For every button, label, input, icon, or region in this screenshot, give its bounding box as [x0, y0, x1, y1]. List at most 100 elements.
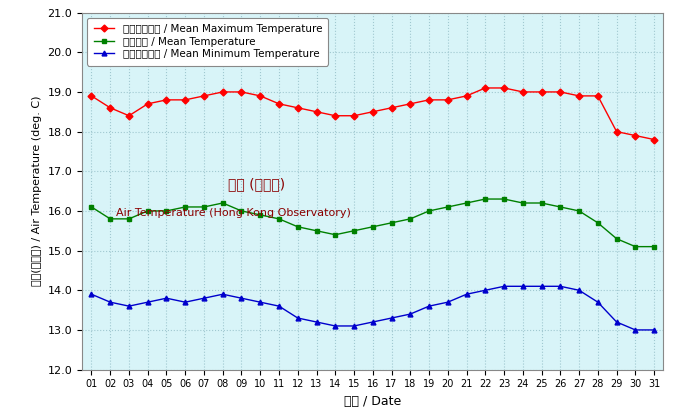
- 平均最高氣溫 / Mean Maximum Temperature: [293, 105, 302, 110]
- 平均最高氣溫 / Mean Maximum Temperature: [612, 129, 620, 134]
- 平均氣溫 / Mean Temperature: [444, 205, 452, 210]
- 平均最高氣溫 / Mean Maximum Temperature: [518, 89, 527, 94]
- Line: 平均最低氣溫 / Mean Minimum Temperature: 平均最低氣溫 / Mean Minimum Temperature: [89, 284, 657, 332]
- Line: 平均最高氣溫 / Mean Maximum Temperature: 平均最高氣溫 / Mean Maximum Temperature: [89, 86, 657, 142]
- 平均最高氣溫 / Mean Maximum Temperature: [331, 113, 339, 118]
- 平均氣溫 / Mean Temperature: [500, 197, 508, 202]
- 平均氣溫 / Mean Temperature: [387, 220, 395, 226]
- 平均最高氣溫 / Mean Maximum Temperature: [88, 93, 96, 98]
- Legend: 平均最高氣溫 / Mean Maximum Temperature, 平均氣溫 / Mean Temperature, 平均最低氣溫 / Mean Minimu: 平均最高氣溫 / Mean Maximum Temperature, 平均氣溫 …: [88, 18, 328, 66]
- 平均最低氣溫 / Mean Minimum Temperature: [256, 299, 264, 304]
- Text: Air Temperature (Hong Kong Observatory): Air Temperature (Hong Kong Observatory): [116, 207, 351, 218]
- 平均最高氣溫 / Mean Maximum Temperature: [350, 113, 358, 118]
- 平均最高氣溫 / Mean Maximum Temperature: [313, 109, 321, 114]
- 平均氣溫 / Mean Temperature: [650, 244, 658, 249]
- 平均氣溫 / Mean Temperature: [313, 228, 321, 233]
- 平均氣溫 / Mean Temperature: [462, 200, 471, 205]
- 平均氣溫 / Mean Temperature: [144, 208, 152, 213]
- 平均最低氣溫 / Mean Minimum Temperature: [500, 284, 508, 289]
- 平均最高氣溫 / Mean Maximum Temperature: [200, 93, 208, 98]
- 平均氣溫 / Mean Temperature: [482, 197, 490, 202]
- 平均最高氣溫 / Mean Maximum Temperature: [387, 105, 395, 110]
- 平均最低氣溫 / Mean Minimum Temperature: [482, 288, 490, 293]
- 平均氣溫 / Mean Temperature: [556, 205, 564, 210]
- 平均氣溫 / Mean Temperature: [612, 236, 620, 241]
- 平均最高氣溫 / Mean Maximum Temperature: [500, 85, 508, 90]
- 平均氣溫 / Mean Temperature: [518, 200, 527, 205]
- 平均氣溫 / Mean Temperature: [425, 208, 433, 213]
- 平均氣溫 / Mean Temperature: [237, 208, 246, 213]
- 平均最高氣溫 / Mean Maximum Temperature: [125, 113, 133, 118]
- 平均氣溫 / Mean Temperature: [162, 208, 170, 213]
- 平均最低氣溫 / Mean Minimum Temperature: [293, 315, 302, 320]
- 平均氣溫 / Mean Temperature: [538, 200, 546, 205]
- 平均最低氣溫 / Mean Minimum Temperature: [331, 323, 339, 328]
- 平均氣溫 / Mean Temperature: [181, 205, 189, 210]
- 平均最高氣溫 / Mean Maximum Temperature: [162, 97, 170, 102]
- 平均最低氣溫 / Mean Minimum Temperature: [350, 323, 358, 328]
- 平均最高氣溫 / Mean Maximum Temperature: [444, 97, 452, 102]
- 平均最高氣溫 / Mean Maximum Temperature: [275, 101, 283, 106]
- 平均最高氣溫 / Mean Maximum Temperature: [538, 89, 546, 94]
- 平均最低氣溫 / Mean Minimum Temperature: [106, 299, 114, 304]
- 平均最低氣溫 / Mean Minimum Temperature: [219, 292, 227, 297]
- 平均最低氣溫 / Mean Minimum Temperature: [575, 288, 583, 293]
- X-axis label: 日期 / Date: 日期 / Date: [344, 395, 402, 408]
- 平均最高氣溫 / Mean Maximum Temperature: [462, 93, 471, 98]
- 平均最低氣溫 / Mean Minimum Temperature: [387, 315, 395, 320]
- 平均氣溫 / Mean Temperature: [106, 216, 114, 221]
- 平均最低氣溫 / Mean Minimum Temperature: [518, 284, 527, 289]
- 平均氣溫 / Mean Temperature: [594, 220, 602, 226]
- 平均最高氣溫 / Mean Maximum Temperature: [425, 97, 433, 102]
- 平均最高氣溫 / Mean Maximum Temperature: [237, 89, 246, 94]
- 平均最高氣溫 / Mean Maximum Temperature: [406, 101, 415, 106]
- 平均最低氣溫 / Mean Minimum Temperature: [237, 296, 246, 301]
- 平均最低氣溫 / Mean Minimum Temperature: [594, 299, 602, 304]
- 平均最低氣溫 / Mean Minimum Temperature: [144, 299, 152, 304]
- 平均最高氣溫 / Mean Maximum Temperature: [144, 101, 152, 106]
- 平均最低氣溫 / Mean Minimum Temperature: [275, 304, 283, 309]
- 平均最低氣溫 / Mean Minimum Temperature: [444, 299, 452, 304]
- 平均最低氣溫 / Mean Minimum Temperature: [181, 299, 189, 304]
- 平均氣溫 / Mean Temperature: [631, 244, 640, 249]
- 平均最低氣溫 / Mean Minimum Temperature: [88, 292, 96, 297]
- 平均氣溫 / Mean Temperature: [575, 208, 583, 213]
- 平均最低氣溫 / Mean Minimum Temperature: [650, 328, 658, 333]
- 平均氣溫 / Mean Temperature: [275, 216, 283, 221]
- 平均最低氣溫 / Mean Minimum Temperature: [462, 292, 471, 297]
- 平均最高氣溫 / Mean Maximum Temperature: [482, 85, 490, 90]
- 平均氣溫 / Mean Temperature: [219, 200, 227, 205]
- 平均最低氣溫 / Mean Minimum Temperature: [631, 328, 640, 333]
- 平均最高氣溫 / Mean Maximum Temperature: [575, 93, 583, 98]
- 平均最高氣溫 / Mean Maximum Temperature: [256, 93, 264, 98]
- 平均最高氣溫 / Mean Maximum Temperature: [219, 89, 227, 94]
- 平均氣溫 / Mean Temperature: [406, 216, 415, 221]
- 平均氣溫 / Mean Temperature: [125, 216, 133, 221]
- 平均最低氣溫 / Mean Minimum Temperature: [538, 284, 546, 289]
- Text: 氣溫 (天文台): 氣溫 (天文台): [228, 177, 285, 191]
- 平均氣溫 / Mean Temperature: [293, 224, 302, 229]
- 平均氣溫 / Mean Temperature: [200, 205, 208, 210]
- 平均氣溫 / Mean Temperature: [369, 224, 377, 229]
- 平均最高氣溫 / Mean Maximum Temperature: [369, 109, 377, 114]
- 平均氣溫 / Mean Temperature: [256, 213, 264, 218]
- 平均最低氣溫 / Mean Minimum Temperature: [612, 320, 620, 325]
- 平均最低氣溫 / Mean Minimum Temperature: [425, 304, 433, 309]
- 平均氣溫 / Mean Temperature: [88, 205, 96, 210]
- 平均最高氣溫 / Mean Maximum Temperature: [631, 133, 640, 138]
- 平均最低氣溫 / Mean Minimum Temperature: [369, 320, 377, 325]
- 平均最低氣溫 / Mean Minimum Temperature: [125, 304, 133, 309]
- 平均最高氣溫 / Mean Maximum Temperature: [181, 97, 189, 102]
- 平均最低氣溫 / Mean Minimum Temperature: [556, 284, 564, 289]
- 平均最高氣溫 / Mean Maximum Temperature: [106, 105, 114, 110]
- Line: 平均氣溫 / Mean Temperature: 平均氣溫 / Mean Temperature: [89, 197, 657, 249]
- Y-axis label: 氣溫(攝氏度) / Air Temperature (deg. C): 氣溫(攝氏度) / Air Temperature (deg. C): [32, 96, 42, 286]
- 平均最高氣溫 / Mean Maximum Temperature: [650, 137, 658, 142]
- 平均氣溫 / Mean Temperature: [331, 232, 339, 237]
- 平均最低氣溫 / Mean Minimum Temperature: [200, 296, 208, 301]
- 平均最高氣溫 / Mean Maximum Temperature: [556, 89, 564, 94]
- 平均最低氣溫 / Mean Minimum Temperature: [406, 312, 415, 317]
- 平均最低氣溫 / Mean Minimum Temperature: [162, 296, 170, 301]
- 平均最低氣溫 / Mean Minimum Temperature: [313, 320, 321, 325]
- 平均氣溫 / Mean Temperature: [350, 228, 358, 233]
